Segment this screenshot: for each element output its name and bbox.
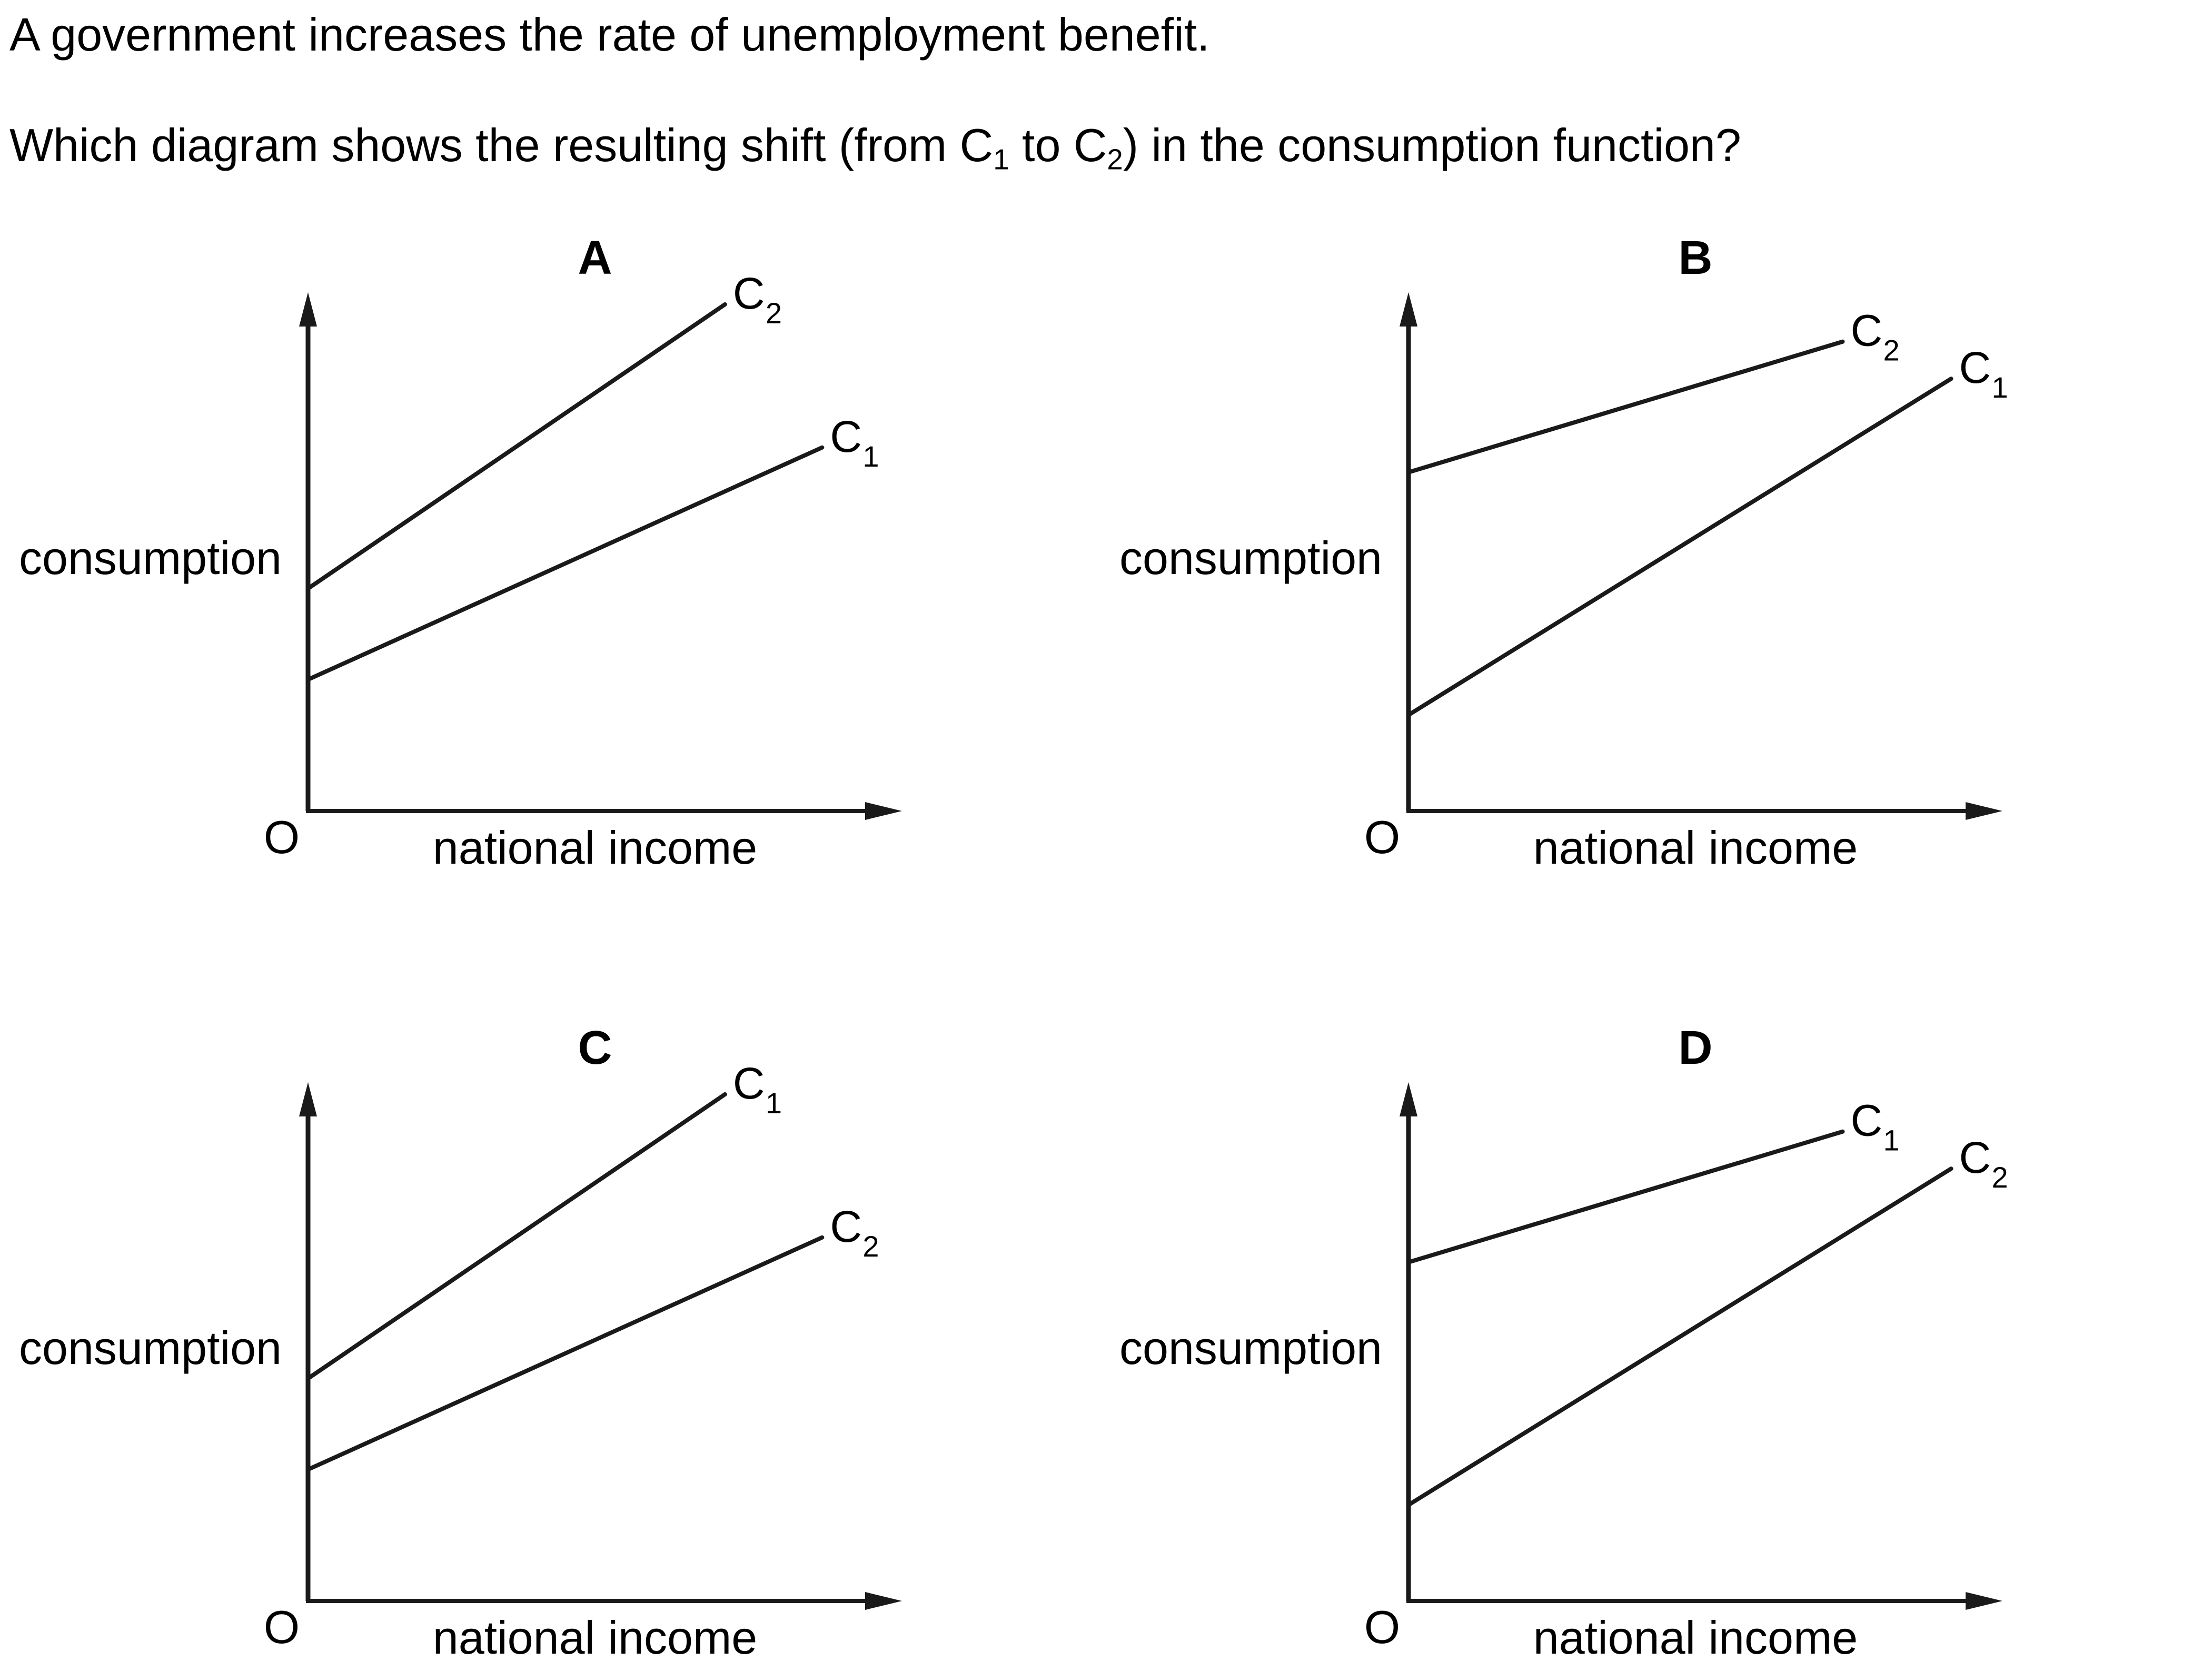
question-line-2-end: ) in the consumption function? (1123, 119, 1741, 171)
diagram-a-curve-c2-letter: C (733, 269, 765, 318)
diagram-c-y-axis-label: consumption (19, 1322, 282, 1374)
diagram-b-option-label: B (1679, 232, 1713, 284)
diagram-d-origin-label: O (1364, 1601, 1400, 1653)
diagram-d-y-axis-label: consumption (1119, 1322, 1382, 1374)
diagram-a-y-axis-label: consumption (19, 532, 282, 584)
diagram-b-curve-c1 (1406, 377, 1953, 717)
diagram-d-curve-c2 (1406, 1166, 1953, 1507)
diagram-c-curve-c1-subscript: 1 (766, 1086, 782, 1120)
diagram-a-curve-c1 (306, 445, 825, 682)
question-line-2-middle: to C (1009, 119, 1107, 171)
diagram-c-curve-c1-letter: C (733, 1059, 765, 1108)
diagram-d-y-axis-arrow (1400, 1082, 1417, 1116)
diagram-d-curve-c1-letter: C (1850, 1096, 1882, 1145)
diagram-c-x-axis-arrow (865, 1592, 902, 1610)
question-subscript-2: 2 (1107, 143, 1123, 176)
diagram-a-origin-label: O (264, 811, 300, 863)
diagram-a-curve-c2 (306, 302, 727, 591)
diagram-c-y-axis-arrow (299, 1082, 317, 1116)
diagram-a-x-axis-arrow (865, 802, 902, 820)
diagram-a-y-axis-arrow (299, 292, 317, 327)
diagram-b-x-axis-arrow (1966, 802, 2002, 820)
diagram-c-option-label: C (578, 1022, 612, 1074)
diagram-c-curve-c2-letter: C (830, 1202, 862, 1251)
diagram-d-curve-c2-letter: C (1959, 1133, 1991, 1182)
diagram-b-curve-c1-letter: C (1959, 343, 1991, 392)
diagram-c-curve-c2 (306, 1235, 825, 1472)
diagram-a-curve-c1-subscript: 1 (862, 440, 879, 473)
question-line-2-start: Which diagram shows the resulting shift … (9, 119, 994, 171)
diagram-d-x-axis-arrow (1966, 1592, 2002, 1610)
diagram-d-curve-c1 (1406, 1129, 1845, 1264)
diagram-c-curve-c2-subscript: 2 (862, 1230, 879, 1263)
diagram-a-curve-c1-letter: C (830, 412, 862, 461)
diagram-d-x-axis-label: national income (1533, 1611, 1858, 1664)
diagram-b-y-axis-arrow (1400, 292, 1417, 327)
diagram-a-x-axis-label: national income (433, 822, 757, 874)
question-subscript-1: 1 (993, 143, 1009, 176)
diagram-c-curve-c1 (306, 1092, 727, 1381)
diagram-b-curve-c2-subscript: 2 (1883, 334, 1899, 367)
diagram-d-option-label: D (1679, 1022, 1713, 1074)
diagram-b-curve-c1-subscript: 1 (1992, 371, 2008, 404)
diagram-a-option-label: A (578, 232, 612, 284)
diagram-c-origin-label: O (264, 1601, 300, 1653)
diagram-b-curve-c2 (1406, 339, 1845, 474)
diagram-d-curve-c2-subscript: 2 (1992, 1161, 2008, 1194)
diagram-b-origin-label: O (1364, 811, 1400, 863)
question-line-1: A government increases the rate of unemp… (9, 8, 1210, 61)
diagram-a-curve-c2-subscript: 2 (766, 296, 782, 330)
diagram-b-x-axis-label: national income (1533, 822, 1858, 874)
diagram-c-x-axis-label: national income (433, 1611, 757, 1664)
diagram-d-curve-c1-subscript: 1 (1883, 1124, 1899, 1157)
question-line-2: Which diagram shows the resulting shift … (9, 119, 1741, 174)
diagram-b-curve-c2-letter: C (1850, 306, 1882, 355)
diagram-b-y-axis-label: consumption (1119, 532, 1382, 584)
